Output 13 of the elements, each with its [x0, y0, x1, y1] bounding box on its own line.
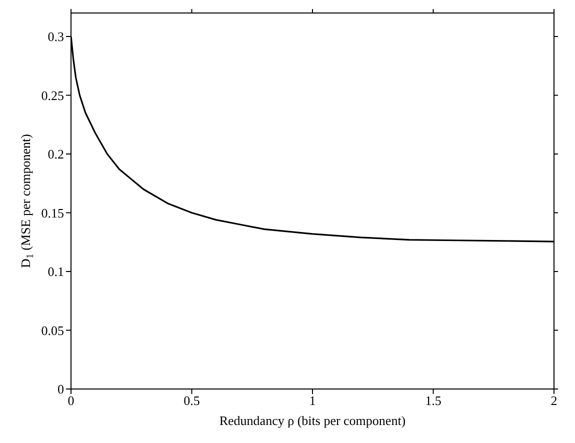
x-tick-label: 2: [550, 393, 558, 408]
y-tick-label: 0.3: [48, 29, 64, 44]
y-tick-label: 0.05: [41, 322, 64, 338]
y-tick-label: 0.2: [48, 146, 64, 162]
y-tick-label: 0.1: [48, 264, 64, 280]
x-tick-label: 1.5: [425, 393, 442, 408]
y-tick-label: 0.25: [41, 88, 64, 103]
x-axis-title: Redundancy ρ (bits per component): [219, 413, 406, 428]
x-tick-label: 0: [68, 393, 74, 408]
x-tick-label: 0.5: [184, 393, 200, 408]
y-tick-label: 0.15: [41, 205, 64, 220]
y-tick-label: 0: [58, 382, 64, 397]
x-tick-label: 1: [309, 393, 316, 408]
